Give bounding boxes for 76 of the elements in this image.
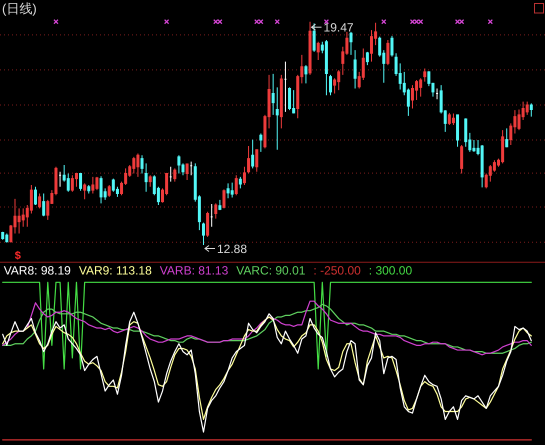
- candlestick: [206, 211, 210, 238]
- text: VAR8: 98.19: [4, 263, 72, 278]
- candlestick: [501, 130, 504, 164]
- candlestick: [177, 154, 180, 174]
- candlestick: [436, 88, 439, 100]
- text: VARC: 90.01: [236, 263, 306, 278]
- candlestick: [132, 156, 136, 174]
- text: VARB: 81.13: [160, 263, 229, 278]
- candlestick: [202, 222, 205, 246]
- text: : -250.00: [313, 263, 362, 278]
- candlestick: [280, 74, 283, 129]
- candlestick: [272, 73, 275, 116]
- candlestick: [419, 78, 422, 98]
- candlestick: [83, 182, 86, 200]
- candlestick: [284, 61, 287, 112]
- candlestick: [70, 174, 74, 192]
- annotation: 12.88: [216, 242, 248, 256]
- candlestick: [386, 40, 390, 66]
- candlestick: [95, 176, 98, 191]
- candlestick: [448, 112, 451, 126]
- annotation: 19.47: [324, 20, 354, 35]
- candlestick: [452, 113, 455, 126]
- candlestick: [58, 171, 62, 188]
- candlestick: [148, 174, 152, 188]
- candlestick: [186, 162, 189, 180]
- candlestick: [173, 168, 176, 182]
- candlestick: [316, 41, 320, 60]
- candlestick: [87, 184, 90, 194]
- candlestick: [218, 199, 222, 211]
- candlestick: [1, 231, 4, 240]
- candlestick: [276, 86, 279, 150]
- candlestick: [350, 31, 352, 56]
- candlestick: [354, 50, 357, 89]
- candlestick: [304, 64, 308, 84]
- candlestick: [308, 21, 312, 76]
- candlestick: [288, 86, 292, 111]
- candlestick: [91, 176, 94, 194]
- candlestick: [5, 232, 8, 244]
- candlestick: [505, 128, 508, 148]
- candlestick: [190, 161, 193, 176]
- text: $: [14, 250, 21, 262]
- candlestick: [390, 35, 394, 58]
- candlestick: [100, 176, 103, 204]
- candlestick: [140, 154, 144, 174]
- candlestick: [460, 144, 464, 174]
- candlestick: [214, 202, 218, 220]
- candlestick: [108, 184, 111, 198]
- candlestick: [222, 188, 226, 209]
- text: VAR9: 113.18: [78, 263, 152, 278]
- candlestick: [255, 148, 258, 172]
- candlestick: [456, 114, 460, 148]
- candlestick: [234, 174, 238, 196]
- candlestick: [259, 133, 262, 152]
- candlestick: [292, 90, 296, 114]
- candlestick: [247, 146, 250, 174]
- candlestick: [242, 166, 246, 186]
- candlestick: [42, 192, 46, 217]
- candlestick: [144, 162, 148, 192]
- candlestick: [230, 182, 234, 198]
- candlestick: [169, 166, 172, 182]
- series-label: : 300.00: [368, 263, 412, 278]
- candlestick: [324, 40, 328, 96]
- candlestick: [34, 186, 37, 206]
- candlestick: [530, 102, 533, 118]
- candlestick: [366, 51, 369, 66]
- candlestick: [226, 182, 230, 199]
- candlestick: [329, 74, 332, 96]
- candlestick: [210, 204, 214, 228]
- candlestick: [423, 68, 426, 82]
- candlestick: [136, 153, 140, 178]
- candlestick: [79, 172, 82, 192]
- chart-title: (日线): [2, 1, 37, 16]
- candlestick: [38, 192, 42, 209]
- candlestick: [251, 139, 254, 169]
- candlestick: [238, 176, 242, 189]
- candlestick: [337, 70, 340, 91]
